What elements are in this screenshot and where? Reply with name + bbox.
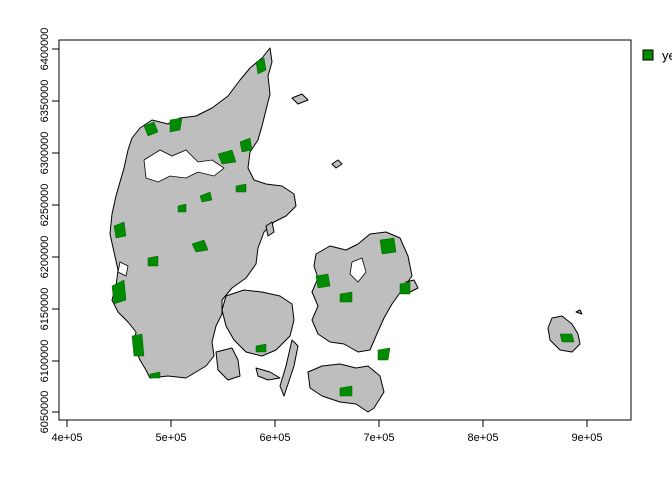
x-tick-label: 4e+05 bbox=[52, 432, 83, 444]
feature-layer bbox=[111, 57, 575, 397]
y-tick-label: 6200000 bbox=[39, 236, 51, 279]
y-tick-label: 6250000 bbox=[39, 184, 51, 227]
feature-patch bbox=[217, 149, 237, 165]
y-tick-label: 6100000 bbox=[39, 340, 51, 383]
x-tick-label: 5e+05 bbox=[156, 432, 187, 444]
feature-patch bbox=[379, 237, 397, 255]
feature-patch bbox=[339, 291, 353, 303]
feature-patch bbox=[147, 255, 159, 267]
christianso-island bbox=[575, 309, 583, 315]
feature-patch bbox=[131, 333, 145, 357]
land-layer bbox=[109, 47, 583, 413]
feature-patch bbox=[339, 385, 353, 397]
y-tick-label: 6150000 bbox=[39, 288, 51, 331]
samso-island bbox=[265, 221, 275, 237]
feature-patch bbox=[315, 273, 331, 289]
limfjord-water bbox=[143, 149, 225, 183]
y-tick-label: 6050000 bbox=[39, 391, 51, 434]
aero-island bbox=[255, 367, 281, 381]
feature-patch bbox=[177, 203, 187, 213]
feature-patch bbox=[255, 343, 267, 353]
laeso-island bbox=[291, 93, 309, 105]
y-tick-label: 6300000 bbox=[39, 132, 51, 175]
x-tick-label: 6e+05 bbox=[260, 432, 291, 444]
feature-patch bbox=[143, 121, 159, 137]
feature-patch bbox=[199, 191, 213, 203]
zealand-region bbox=[311, 231, 413, 353]
feature-patch bbox=[255, 57, 267, 75]
y-axis: 6050000 6100000 6150000 6200000 6250000 … bbox=[39, 28, 59, 434]
fjord-water bbox=[117, 261, 129, 277]
legend: yes bbox=[642, 48, 672, 63]
langeland-island bbox=[279, 339, 299, 397]
y-tick-label: 6400000 bbox=[39, 28, 51, 71]
feature-patch bbox=[113, 221, 127, 239]
x-tick-label: 9e+05 bbox=[572, 432, 603, 444]
als-island bbox=[215, 347, 241, 381]
x-tick-label: 7e+05 bbox=[364, 432, 395, 444]
feature-patch bbox=[149, 371, 161, 379]
anholt-island bbox=[331, 159, 343, 169]
feature-patch bbox=[239, 137, 253, 153]
y-tick-label: 6350000 bbox=[39, 80, 51, 123]
funen-region bbox=[221, 289, 295, 357]
feature-patch bbox=[111, 279, 127, 305]
isefjord-water bbox=[349, 257, 367, 283]
feature-patch bbox=[559, 333, 575, 343]
x-tick-label: 8e+05 bbox=[468, 432, 499, 444]
feature-patch bbox=[235, 183, 247, 193]
x-axis: 4e+05 5e+05 6e+05 7e+05 8e+05 9e+05 bbox=[52, 420, 603, 444]
water-cutouts bbox=[117, 149, 367, 283]
feature-patch bbox=[377, 347, 391, 361]
feature-patch bbox=[169, 117, 183, 133]
feature-patch bbox=[399, 281, 411, 295]
feature-patch bbox=[191, 239, 209, 253]
plot-frame bbox=[58, 39, 632, 421]
legend-label: yes bbox=[662, 48, 672, 63]
legend-swatch bbox=[642, 49, 654, 61]
